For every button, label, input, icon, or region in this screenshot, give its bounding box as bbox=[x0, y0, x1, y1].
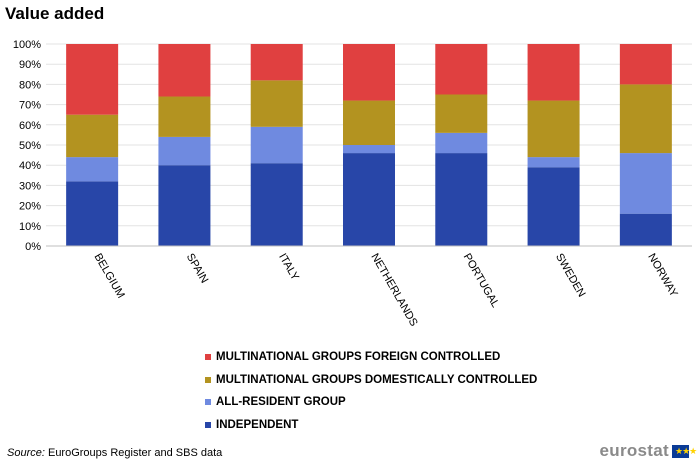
x-tick-label: SPAIN bbox=[184, 252, 211, 286]
source-note: Source: EuroGroups Register and SBS data bbox=[7, 447, 222, 459]
bar-segment bbox=[158, 96, 211, 137]
bar-segment bbox=[435, 94, 488, 133]
y-tick-label: 10% bbox=[19, 221, 41, 233]
legend-item: MULTINATIONAL GROUPS DOMESTICALLY CONTRO… bbox=[205, 369, 537, 392]
bar-segment bbox=[527, 157, 580, 168]
legend-swatch bbox=[205, 376, 211, 383]
bar-segment bbox=[66, 181, 119, 246]
y-tick-label: 50% bbox=[19, 140, 41, 152]
y-tick-label: 20% bbox=[19, 201, 41, 213]
legend-label: INDEPENDENT bbox=[216, 418, 299, 431]
bar-segment bbox=[619, 213, 672, 246]
y-tick-label: 100% bbox=[13, 39, 41, 51]
x-tick-label: PORTUGAL bbox=[461, 252, 502, 310]
y-tick-label: 60% bbox=[19, 120, 41, 132]
bar-segment bbox=[250, 126, 303, 164]
bar-segment bbox=[343, 44, 395, 101]
y-tick-label: 0% bbox=[25, 241, 41, 253]
bar-segment bbox=[343, 145, 395, 154]
x-tick-label: ITALY bbox=[276, 252, 301, 284]
x-tick-label: SWEDEN bbox=[553, 252, 588, 300]
bar-segment bbox=[250, 163, 303, 246]
bar-segment bbox=[158, 44, 211, 97]
bar-segment bbox=[619, 153, 672, 214]
legend-label: MULTINATIONAL GROUPS DOMESTICALLY CONTRO… bbox=[216, 373, 538, 386]
eu-flag-icon: ★★★ bbox=[672, 444, 697, 458]
bar-segment bbox=[250, 80, 303, 127]
y-tick-label: 80% bbox=[19, 79, 41, 91]
bar-segment bbox=[343, 100, 395, 145]
y-tick-label: 90% bbox=[19, 59, 41, 71]
flag-stars: ★★★ bbox=[675, 445, 697, 456]
legend-label: ALL-RESIDENT GROUP bbox=[216, 396, 346, 409]
bar-segment bbox=[343, 153, 395, 246]
source-label: Source: bbox=[7, 447, 45, 459]
bar-segment bbox=[66, 114, 119, 158]
y-tick-label: 30% bbox=[19, 180, 41, 192]
legend-swatch bbox=[205, 399, 211, 406]
stacked-bar-chart: 0% 10% 20% 30% 40% 50% 60% 70% 80% 90% 100% BELGIUM… bbox=[13, 39, 692, 329]
bar-segment bbox=[527, 44, 580, 101]
bar-segment bbox=[619, 44, 672, 85]
legend-label: MULTINATIONAL GROUPS FOREIGN CONTROLLED bbox=[216, 351, 501, 364]
chart-legend: MULTINATIONAL GROUPS FOREIGN CONTROLLED M… bbox=[205, 346, 537, 436]
bar-segment bbox=[158, 165, 211, 246]
bar-segment bbox=[250, 44, 303, 81]
logo-wordmark: eurostat bbox=[599, 441, 669, 460]
legend-swatch bbox=[205, 421, 211, 428]
x-tick-label: BELGIUM bbox=[92, 252, 127, 301]
chart-title: Value added bbox=[5, 4, 105, 23]
source-text: EuroGroups Register and SBS data bbox=[44, 447, 223, 459]
y-tick-label: 70% bbox=[19, 100, 41, 112]
bar-segment bbox=[527, 100, 580, 158]
eurostat-logo: eurostat ★★★ bbox=[599, 441, 698, 461]
bar-segment bbox=[527, 167, 580, 246]
bar-segment bbox=[158, 136, 211, 166]
bar-segment bbox=[66, 44, 119, 115]
legend-item: MULTINATIONAL GROUPS FOREIGN CONTROLLED bbox=[205, 346, 537, 369]
bar-segment bbox=[435, 153, 488, 246]
y-tick-label: 40% bbox=[19, 160, 41, 172]
bar-segment bbox=[435, 44, 488, 95]
bar-segment bbox=[66, 157, 119, 182]
legend-swatch bbox=[205, 354, 211, 361]
x-tick-label: NETHERLANDS bbox=[368, 252, 419, 329]
bar-segment bbox=[435, 132, 488, 154]
bar-segment bbox=[619, 84, 672, 154]
legend-item: ALL-RESIDENT GROUP bbox=[205, 391, 537, 414]
legend-item: INDEPENDENT bbox=[205, 414, 537, 437]
x-tick-label: NORWAY bbox=[645, 252, 680, 300]
